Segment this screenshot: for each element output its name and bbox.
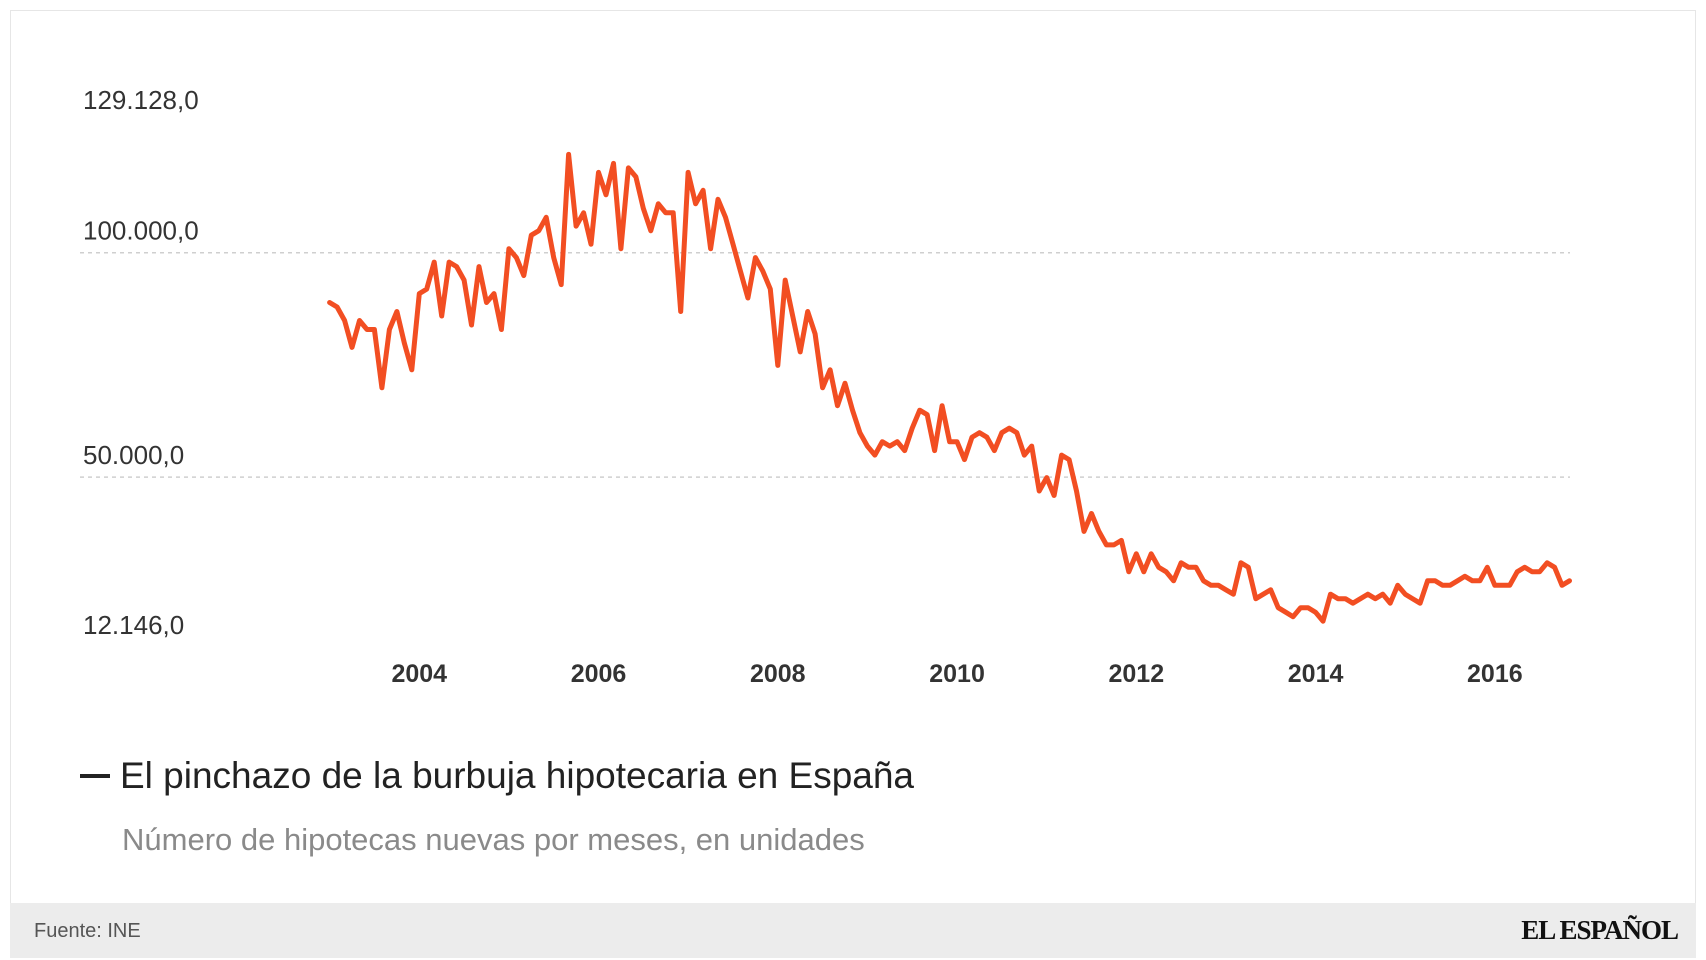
chart-legend: El pinchazo de la burbuja hipotecaria en…	[80, 755, 914, 797]
series-layer	[327, 151, 1572, 624]
gridlines	[80, 251, 1570, 478]
series-line	[327, 151, 1572, 624]
brand-logo: EL ESPAÑOL	[1521, 915, 1679, 945]
x-axis-ticks: 2004 2006 2008 2010 2012 2014 2016	[391, 660, 1522, 688]
x-tick-label: 2014	[1288, 660, 1344, 688]
source-label: Fuente: INE	[34, 920, 141, 942]
x-tick-label: 2012	[1109, 660, 1165, 688]
y-tick-label: 129.128,0	[83, 85, 199, 115]
y-tick-label: 12.146,0	[83, 610, 184, 640]
legend-marker	[80, 774, 110, 779]
y-tick-label: 50.000,0	[83, 440, 184, 470]
chart-subtitle: Número de hipotecas nuevas por meses, en…	[122, 822, 865, 857]
y-axis-ticks: 129.128,0 100.000,0 50.000,0 12.146,0	[83, 85, 199, 640]
chart-title: El pinchazo de la burbuja hipotecaria en…	[120, 755, 915, 796]
y-tick-label: 100.000,0	[83, 216, 199, 246]
chart-card	[10, 10, 1696, 958]
x-tick-label: 2008	[750, 660, 806, 688]
footer-bar: Fuente: INE EL ESPAÑOL	[10, 903, 1696, 958]
x-tick-label: 2006	[571, 660, 627, 688]
x-tick-label: 2010	[929, 660, 985, 688]
x-tick-label: 2016	[1467, 660, 1523, 688]
x-tick-label: 2004	[391, 660, 447, 688]
